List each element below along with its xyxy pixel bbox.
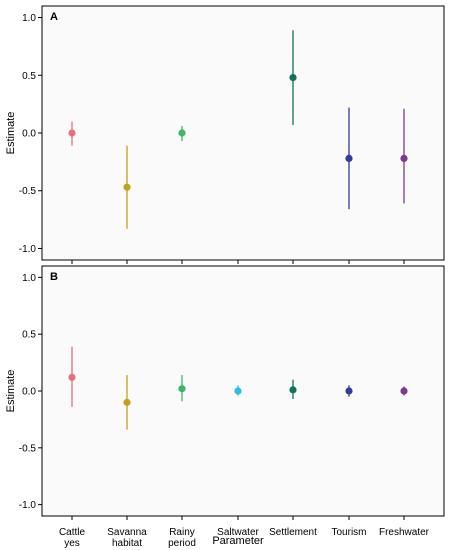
category-label: Saltwater [217,527,259,538]
y-axis-title: Estimate [5,370,17,413]
estimate-marker [345,154,353,162]
panel-a: A Estimate 1.0 0.5 0.0 -0.5 -1.0 [5,5,445,264]
y-tick-label: -1.0 [19,244,37,255]
y-tick-label: 0.0 [22,129,36,140]
estimate-point [345,107,353,210]
estimate-point [400,386,408,396]
category-label: Freshwater [379,527,430,538]
panel-b: B Estimate 1.0 0.5 0.0 -0.5 -1.0 [5,265,445,520]
estimate-marker [68,129,76,137]
estimate-point [123,375,131,430]
estimate-marker [68,373,76,381]
estimate-marker [289,386,297,394]
estimate-marker [289,73,297,82]
category-label: Savanna habitat [107,527,147,549]
estimate-point [345,385,353,397]
estimate-marker [400,154,408,162]
category-label: Settlement [269,527,317,538]
y-tick-label: -0.5 [19,443,37,454]
y-axis-title: Estimate [5,112,17,155]
estimate-point [178,126,186,142]
estimate-point [400,108,408,204]
estimate-marker [400,387,408,395]
panels-layer: A Estimate 1.0 0.5 0.0 -0.5 -1.0 B Estimate 1.0 0.… [5,5,445,520]
plot-area [41,265,445,517]
y-tick-label: 0.0 [22,387,36,398]
panel-letter: B [50,271,58,283]
estimate-point [289,379,297,399]
estimate-marker [178,129,186,137]
category-label: Tourism [331,527,366,538]
estimate-marker [234,387,242,395]
estimate-marker [123,398,131,406]
x-axis-title: Parameter [212,535,264,547]
y-tick-label: -1.0 [19,500,37,511]
estimate-point [123,145,131,229]
category-labels: Cattle yes Savanna habitat Rainy period Saltwa… [59,527,430,549]
estimate-point [178,375,186,402]
panel-letter: A [50,11,58,23]
y-tick-label: 0.5 [22,71,36,82]
y-tick-label: 0.5 [22,330,36,341]
category-label: Rainy period [168,527,196,549]
estimate-marker [345,387,353,395]
category-label: Cattle yes [59,527,86,549]
y-tick-label: -0.5 [19,186,37,197]
y-tick-label: 1.0 [22,273,36,284]
estimate-point [289,30,297,125]
estimate-point [234,385,242,396]
estimate-marker [178,385,186,393]
y-tick-label: 1.0 [22,13,36,24]
estimate-point [68,346,76,407]
estimate-point [68,121,76,146]
estimate-marker [123,183,131,191]
plot-area [41,5,445,261]
